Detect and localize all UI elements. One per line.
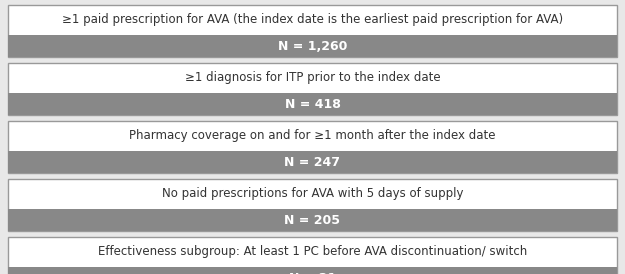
Text: N = 205: N = 205 xyxy=(284,213,341,227)
Bar xyxy=(8,63,617,115)
Bar xyxy=(8,121,617,173)
Bar xyxy=(8,209,617,231)
Bar xyxy=(8,237,617,274)
Text: N = 1,260: N = 1,260 xyxy=(278,39,348,53)
Bar xyxy=(8,35,617,57)
Bar xyxy=(8,5,617,57)
Text: Effectiveness subgroup: At least 1 PC before AVA discontinuation/ switch: Effectiveness subgroup: At least 1 PC be… xyxy=(98,246,527,258)
Text: ≥1 diagnosis for ITP prior to the index date: ≥1 diagnosis for ITP prior to the index … xyxy=(185,72,440,84)
Text: Pharmacy coverage on and for ≥1 month after the index date: Pharmacy coverage on and for ≥1 month af… xyxy=(129,130,496,142)
Text: ≥1 paid prescription for AVA (the index date is the earliest paid prescription f: ≥1 paid prescription for AVA (the index … xyxy=(62,13,563,27)
Bar xyxy=(8,179,617,231)
Text: No paid prescriptions for AVA with 5 days of supply: No paid prescriptions for AVA with 5 day… xyxy=(162,187,463,201)
Bar xyxy=(8,93,617,115)
Text: N = 247: N = 247 xyxy=(284,156,341,169)
Text: N = 21: N = 21 xyxy=(289,272,336,274)
Bar xyxy=(8,151,617,173)
Bar xyxy=(8,267,617,274)
Text: N = 418: N = 418 xyxy=(284,98,341,110)
